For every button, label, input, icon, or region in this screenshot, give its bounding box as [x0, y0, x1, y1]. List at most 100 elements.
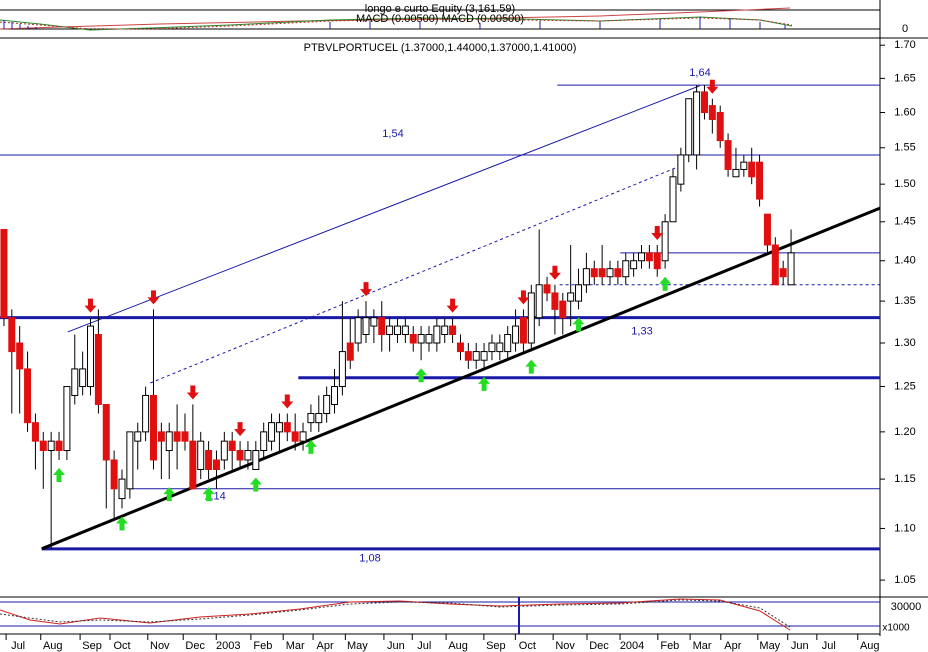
- y-tick-label: 1.70: [894, 39, 915, 51]
- candle-body: [622, 260, 630, 278]
- candle-body: [630, 260, 638, 270]
- candle-body: [31, 422, 39, 442]
- sell-signal: [234, 422, 247, 437]
- candle-body: [173, 431, 181, 442]
- y-tick-label: 1.60: [894, 106, 915, 118]
- candle-body: [378, 317, 386, 336]
- chart-title: PTBVLPORTUCEL (1.37000,1.44000,1.37000,1…: [304, 42, 577, 54]
- candle-body: [551, 292, 559, 310]
- x-tick-label: Jul: [417, 640, 431, 652]
- x-tick-label: Jul: [11, 640, 25, 652]
- candle-body: [299, 431, 307, 442]
- candle-body: [189, 440, 197, 490]
- candle-body: [134, 431, 142, 442]
- candle-body: [236, 450, 244, 461]
- sell-signal: [84, 298, 97, 313]
- y-tick-label: 1.55: [894, 142, 915, 154]
- candle-body: [685, 98, 693, 156]
- candle-body: [307, 413, 315, 424]
- candle-body: [567, 292, 575, 302]
- candle-body: [638, 252, 646, 262]
- x-tick-label: Dec: [185, 640, 205, 652]
- candle-body: [606, 268, 614, 278]
- x-tick-label: Apr: [317, 640, 334, 652]
- candle-body: [212, 459, 220, 471]
- candle-body: [181, 431, 189, 442]
- candle-body: [669, 176, 677, 223]
- y-tick-label: 1.15: [894, 473, 915, 485]
- candle-body: [401, 325, 409, 336]
- y-tick-label: 1.05: [894, 574, 915, 586]
- candle-body: [519, 317, 527, 344]
- candle-body: [94, 334, 102, 405]
- candle-body: [393, 325, 401, 336]
- candle-body: [582, 268, 590, 286]
- x-tick-label: Feb: [253, 640, 272, 652]
- y-tick-label: 1.25: [894, 380, 915, 392]
- candle-body: [275, 422, 283, 433]
- equity-line: [0, 7, 791, 30]
- x-tick-label: Nov: [555, 640, 575, 652]
- buy-signal: [249, 477, 262, 492]
- sell-signal: [706, 79, 719, 94]
- top-panel-subtitle: MACD (0.00500) MACD (0.00500): [356, 13, 524, 25]
- trend-line: [150, 167, 676, 384]
- candle-body: [165, 431, 173, 452]
- y-tick-label: 1.10: [894, 522, 915, 534]
- candle-body: [464, 351, 472, 361]
- candle-body: [39, 440, 47, 452]
- candle-body: [756, 161, 764, 200]
- x-tick-label: Sep: [486, 640, 506, 652]
- candle-body: [559, 300, 567, 319]
- candle-body: [425, 334, 433, 344]
- y-tick-label: 1.40: [894, 255, 915, 267]
- candle-body: [71, 368, 79, 396]
- candle-body: [661, 221, 669, 262]
- sell-signal: [548, 265, 561, 280]
- buy-signal: [415, 368, 428, 383]
- y-tick-label: 1.65: [894, 72, 915, 84]
- buy-signal: [116, 516, 129, 531]
- y-tick-label: 1.20: [894, 426, 915, 438]
- candle-body: [24, 368, 32, 424]
- candle-body: [590, 268, 598, 278]
- sell-signal: [517, 290, 530, 305]
- x-tick-label: Feb: [660, 640, 679, 652]
- x-tick-label: May: [347, 640, 368, 652]
- top-panel-title: longo e curto Equity (3,161.59): [365, 3, 515, 15]
- x-tick-label: Mar: [693, 640, 712, 652]
- candle-body: [472, 351, 480, 361]
- sell-signal: [186, 385, 199, 400]
- sell-signal: [360, 282, 373, 297]
- candle-body: [354, 317, 362, 344]
- x-tick-label: Oct: [113, 640, 130, 652]
- buy-signal: [53, 467, 66, 482]
- x-tick-label: Aug: [860, 640, 880, 652]
- y-tick-label: 1.35: [894, 295, 915, 307]
- candle-body: [441, 325, 449, 336]
- candle-body: [338, 351, 346, 388]
- y-tick-label: 1.30: [894, 337, 915, 349]
- level-label: 1,54: [382, 128, 403, 140]
- x-tick-label: Apr: [724, 640, 741, 652]
- candle-body: [732, 168, 740, 178]
- x-tick-label: Aug: [448, 640, 468, 652]
- macd-histogram: [3, 17, 786, 29]
- buy-signal: [304, 439, 317, 454]
- candle-body: [677, 154, 685, 185]
- candle-body: [252, 450, 260, 471]
- candle-body: [55, 440, 63, 452]
- macd-line: [0, 16, 793, 31]
- candle-body: [87, 325, 95, 388]
- candle-body: [740, 161, 748, 170]
- trend-line: [41, 206, 881, 551]
- x-tick-label: Aug: [43, 640, 63, 652]
- candle-body: [504, 334, 512, 353]
- candle-body: [409, 334, 417, 344]
- x-tick-label: Jul: [822, 640, 836, 652]
- sell-signal: [147, 290, 160, 305]
- candle-body: [63, 386, 71, 452]
- x-tick-label: Mar: [286, 640, 305, 652]
- candle-body: [362, 317, 370, 336]
